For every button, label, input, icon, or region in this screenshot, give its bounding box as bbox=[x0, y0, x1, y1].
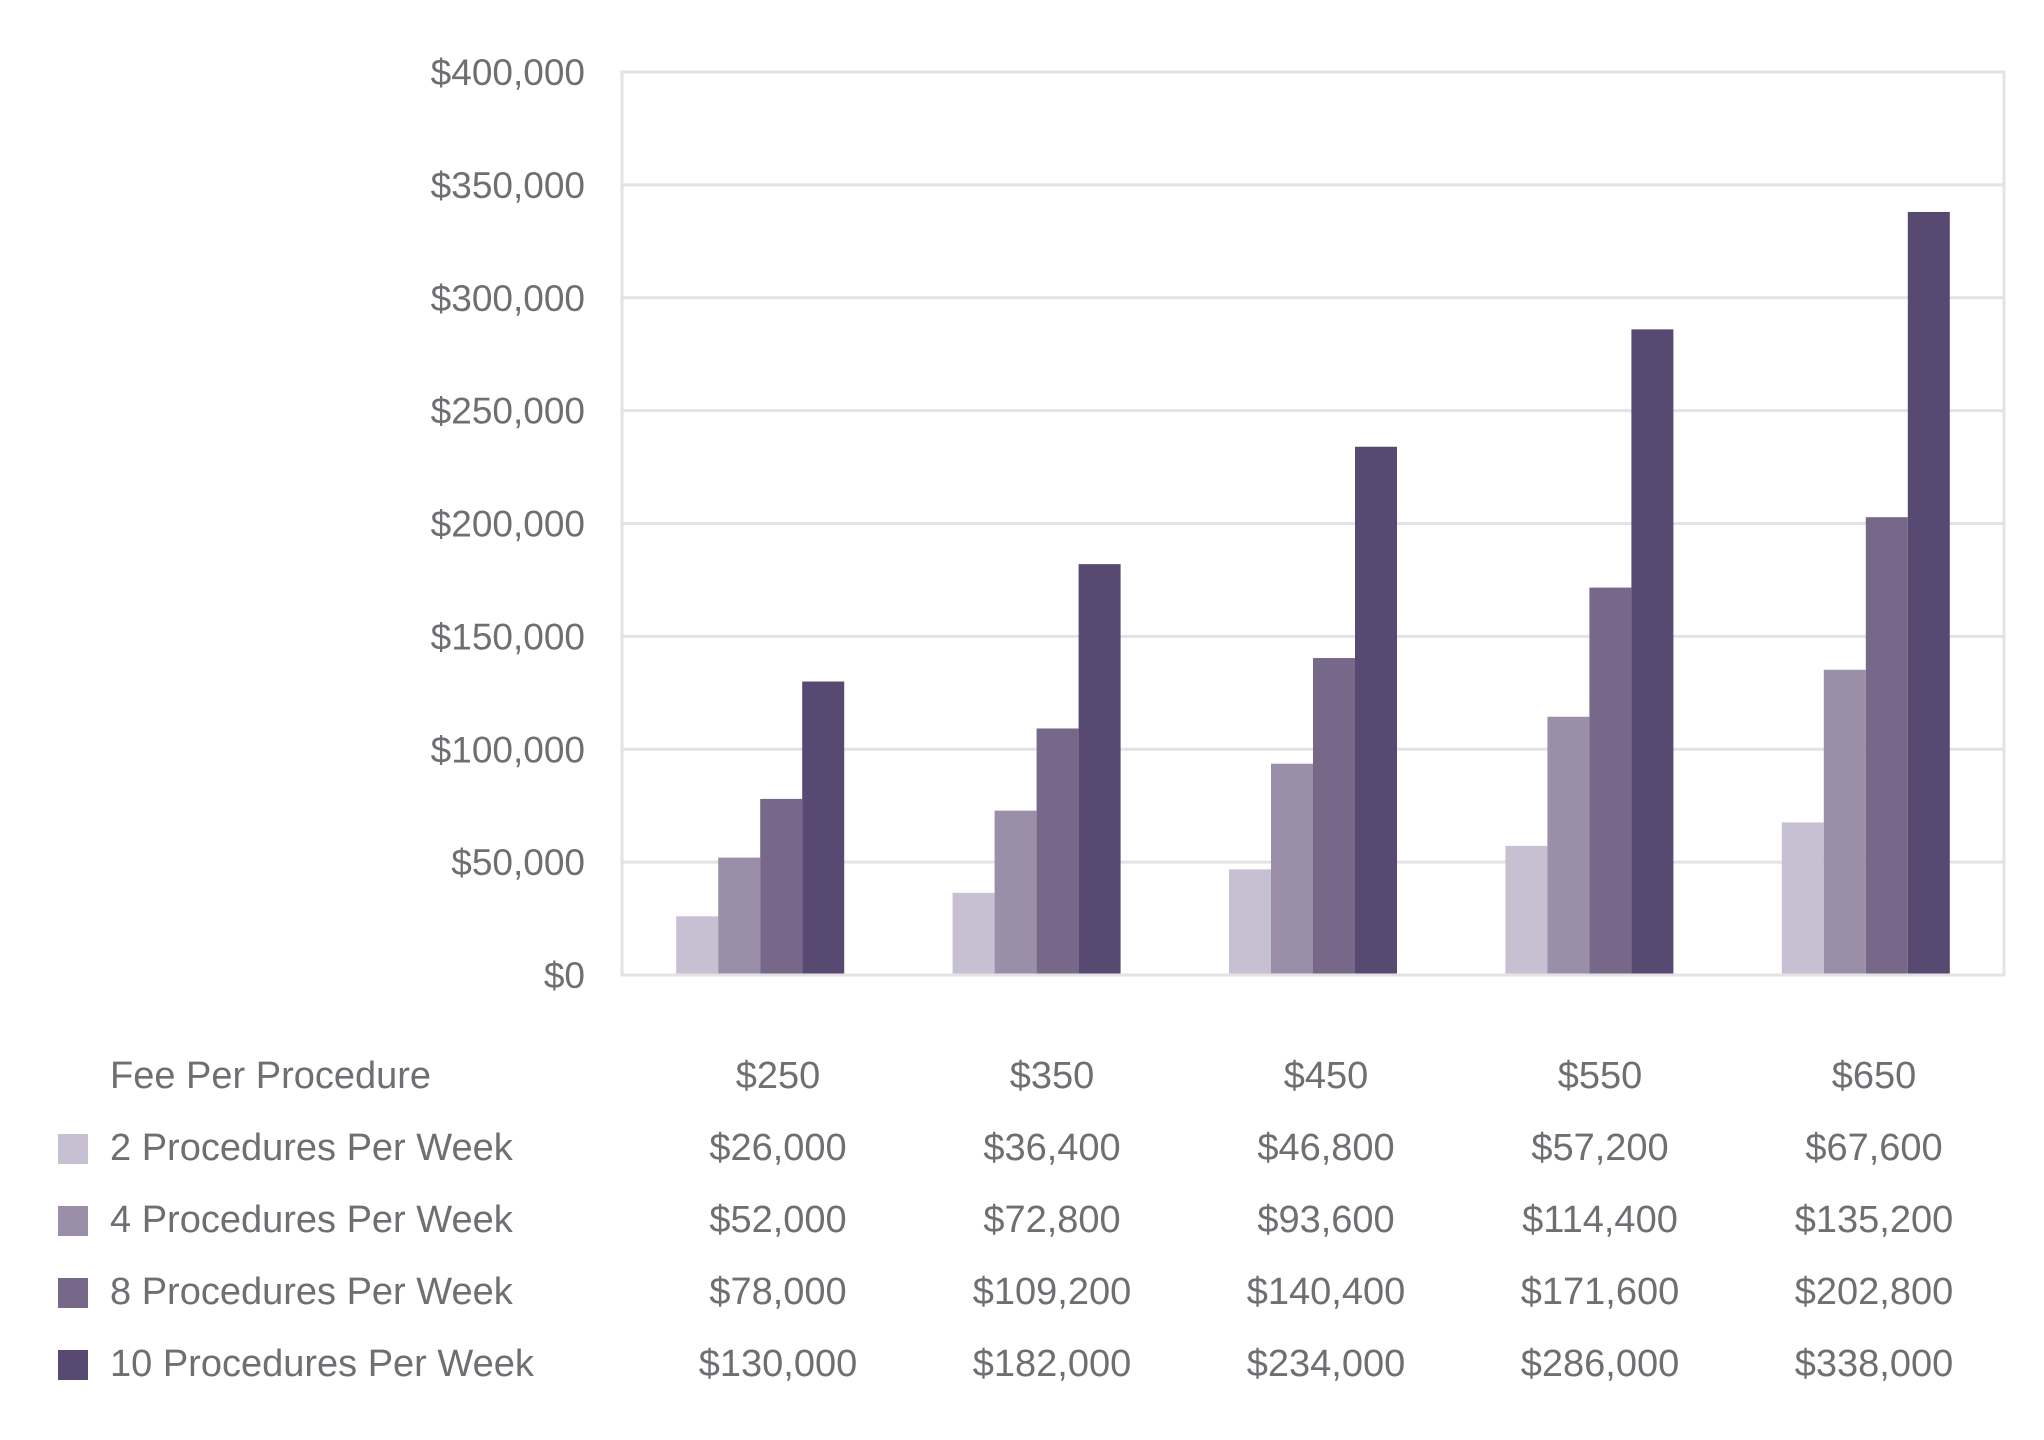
y-tick-label: $200,000 bbox=[431, 504, 585, 545]
series-row: 2 Procedures Per Week $26,000 $36,400 $4… bbox=[0, 1112, 2044, 1184]
data-value: $26,000 bbox=[709, 1127, 847, 1169]
bar bbox=[1907, 211, 1950, 976]
bar bbox=[1355, 446, 1397, 975]
bar bbox=[676, 916, 719, 975]
legend-swatch bbox=[58, 1206, 88, 1236]
bar bbox=[1547, 716, 1590, 975]
bar bbox=[1078, 564, 1121, 975]
legend-label: 2 Procedures Per Week bbox=[110, 1127, 513, 1169]
series-row: 8 Procedures Per Week $78,000 $109,200 $… bbox=[0, 1256, 2044, 1328]
data-value: $286,000 bbox=[1520, 1343, 1680, 1385]
y-tick-label: $350,000 bbox=[431, 165, 585, 206]
bar bbox=[1631, 329, 1674, 976]
legend-swatch bbox=[58, 1350, 88, 1380]
bar bbox=[1589, 587, 1632, 975]
bar bbox=[1505, 845, 1548, 975]
y-tick-label: $250,000 bbox=[431, 391, 585, 432]
data-value: $234,000 bbox=[1246, 1343, 1406, 1385]
bar bbox=[1036, 728, 1079, 975]
data-value: $72,800 bbox=[983, 1199, 1121, 1241]
y-axis-tick-labels: $0 $50,000 $100,000 $150,000 $200,000 $250,00… bbox=[431, 52, 585, 996]
plot-frame bbox=[620, 70, 2006, 977]
category-label: $650 bbox=[1831, 1055, 1917, 1097]
legend-swatch bbox=[58, 1134, 88, 1164]
bar bbox=[1781, 822, 1824, 975]
header-row: Fee Per Procedure $250 $350 $450 $550 $6… bbox=[0, 1040, 2044, 1112]
legend-label: 8 Procedures Per Week bbox=[110, 1271, 513, 1313]
data-value: $202,800 bbox=[1794, 1271, 1954, 1313]
category-label: $450 bbox=[1283, 1055, 1369, 1097]
data-value: $171,600 bbox=[1520, 1271, 1680, 1313]
bars bbox=[676, 211, 1950, 976]
bar bbox=[1313, 658, 1355, 975]
bar bbox=[1229, 869, 1271, 975]
data-value: $46,800 bbox=[1257, 1127, 1395, 1169]
data-value: $93,600 bbox=[1257, 1199, 1395, 1241]
data-value: $338,000 bbox=[1794, 1343, 1954, 1385]
data-value: $130,000 bbox=[698, 1343, 858, 1385]
category-label: $550 bbox=[1557, 1055, 1643, 1097]
y-tick-label: $50,000 bbox=[451, 842, 585, 883]
series-row: 4 Procedures Per Week $52,000 $72,800 $9… bbox=[0, 1184, 2044, 1256]
bar bbox=[1823, 669, 1866, 975]
bar bbox=[1271, 763, 1313, 975]
data-value: $140,400 bbox=[1246, 1271, 1406, 1313]
bar bbox=[802, 681, 845, 975]
bar bbox=[718, 857, 761, 975]
data-value: $36,400 bbox=[983, 1127, 1121, 1169]
data-value: $52,000 bbox=[709, 1199, 847, 1241]
y-tick-label: $400,000 bbox=[431, 52, 585, 93]
data-value: $109,200 bbox=[972, 1271, 1132, 1313]
series-row: 10 Procedures Per Week $130,000 $182,000… bbox=[0, 1328, 2044, 1400]
data-value: $57,200 bbox=[1531, 1127, 1669, 1169]
bar bbox=[760, 798, 803, 975]
data-value: $78,000 bbox=[709, 1271, 847, 1313]
y-tick-label: $0 bbox=[544, 955, 585, 996]
data-value: $135,200 bbox=[1794, 1199, 1954, 1241]
category-label: $250 bbox=[735, 1055, 821, 1097]
y-tick-label: $100,000 bbox=[431, 729, 585, 770]
legend-label: 10 Procedures Per Week bbox=[110, 1343, 534, 1385]
y-tick-label: $300,000 bbox=[431, 278, 585, 319]
bar bbox=[1865, 517, 1908, 975]
category-label: $350 bbox=[1009, 1055, 1095, 1097]
data-value: $67,600 bbox=[1805, 1127, 1943, 1169]
bar bbox=[952, 892, 995, 975]
y-tick-label: $150,000 bbox=[431, 616, 585, 657]
data-value: $182,000 bbox=[972, 1343, 1132, 1385]
data-value: $114,400 bbox=[1522, 1199, 1678, 1241]
bar bbox=[994, 810, 1037, 975]
bar-chart: $0 $50,000 $100,000 $150,000 $200,000 $250,00… bbox=[431, 52, 2006, 996]
legend-swatch bbox=[58, 1278, 88, 1308]
legend-label: 4 Procedures Per Week bbox=[110, 1199, 513, 1241]
x-axis-label: Fee Per Procedure bbox=[110, 1055, 432, 1097]
